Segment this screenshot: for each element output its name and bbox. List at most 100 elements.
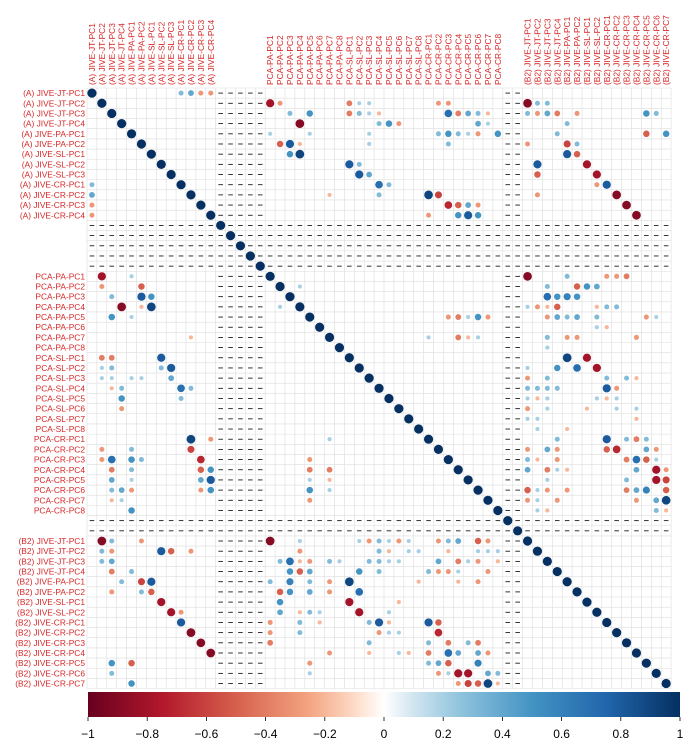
correlation-cell bbox=[604, 396, 609, 401]
correlation-cell bbox=[455, 334, 462, 341]
correlation-cell bbox=[475, 579, 481, 585]
correlation-cell bbox=[474, 537, 482, 545]
correlation-cell bbox=[495, 681, 500, 686]
correlation-cell bbox=[662, 130, 670, 138]
correlation-cell bbox=[188, 335, 194, 340]
correlation-cell bbox=[544, 110, 551, 117]
correlation-cell bbox=[475, 549, 481, 554]
correlation-cell bbox=[188, 548, 194, 554]
correlation-cell bbox=[466, 314, 471, 320]
correlation-cell bbox=[545, 396, 550, 401]
correlation-cell bbox=[297, 630, 303, 636]
correlation-cell bbox=[374, 618, 384, 627]
column-label: (B2) JIVE-CR-PC7 bbox=[661, 15, 671, 85]
correlation-cell bbox=[297, 548, 303, 554]
correlation-cell bbox=[475, 110, 481, 116]
correlation-cell bbox=[404, 414, 414, 424]
correlation-cell bbox=[594, 314, 600, 320]
correlation-cell bbox=[307, 558, 313, 564]
column-label: (B2) JIVE-JT-PC4 bbox=[552, 18, 562, 85]
correlation-cell bbox=[435, 538, 441, 544]
correlation-cell bbox=[544, 385, 550, 391]
correlation-cell bbox=[642, 486, 650, 494]
correlation-cell bbox=[464, 211, 473, 220]
correlation-cell bbox=[602, 617, 612, 628]
correlation-cell bbox=[267, 630, 273, 636]
correlation-cell bbox=[475, 335, 481, 340]
row-label: (A) JIVE-JT-PC2 bbox=[23, 98, 85, 108]
column-label: PCA-CR-PC6 bbox=[473, 33, 483, 85]
correlation-cell bbox=[474, 680, 482, 687]
correlation-cell bbox=[525, 304, 530, 309]
correlation-cell bbox=[216, 220, 226, 231]
correlation-cell bbox=[534, 110, 540, 116]
correlation-cell bbox=[503, 516, 513, 526]
correlation-cell bbox=[525, 141, 531, 147]
correlation-cell bbox=[386, 182, 392, 188]
correlation-cell bbox=[109, 589, 115, 595]
correlation-cell bbox=[634, 376, 639, 381]
correlation-cell bbox=[108, 313, 115, 321]
correlation-cell bbox=[285, 139, 295, 149]
correlation-cell bbox=[633, 334, 639, 340]
legend-tick-label: 0 bbox=[381, 727, 388, 741]
correlation-cell bbox=[624, 477, 630, 483]
correlation-cell bbox=[475, 650, 481, 656]
correlation-cell bbox=[376, 569, 382, 575]
row-labels: (A) JIVE-JT-PC1(A) JIVE-JT-PC2(A) JIVE-J… bbox=[15, 88, 85, 688]
correlation-cell bbox=[357, 101, 362, 106]
correlation-cell bbox=[474, 313, 482, 321]
correlation-cell bbox=[483, 679, 493, 688]
correlation-cell bbox=[186, 434, 196, 444]
correlation-cell bbox=[621, 638, 632, 648]
correlation-cell bbox=[148, 293, 155, 300]
correlation-cell bbox=[654, 457, 659, 462]
correlation-cell bbox=[554, 364, 561, 372]
correlation-cell bbox=[485, 538, 491, 544]
correlation-cell bbox=[198, 90, 204, 96]
correlation-cell bbox=[99, 376, 104, 381]
correlation-cell bbox=[552, 566, 562, 577]
column-label: PCA-PA-PC8 bbox=[334, 35, 344, 85]
column-label: PCA-CR-PC3 bbox=[443, 33, 453, 85]
correlation-cell bbox=[139, 376, 144, 381]
correlation-cell bbox=[542, 556, 552, 566]
correlation-cell bbox=[574, 334, 580, 340]
correlation-cell bbox=[98, 354, 105, 361]
correlation-cell bbox=[99, 283, 105, 290]
correlation-cell bbox=[455, 110, 462, 117]
correlation-cell bbox=[594, 304, 599, 309]
row-label: (B2) JIVE-JT-PC3 bbox=[18, 556, 85, 566]
correlation-cell bbox=[445, 538, 451, 544]
row-label: (B2) JIVE-PA-PC1 bbox=[17, 577, 86, 587]
correlation-cell bbox=[445, 639, 452, 646]
correlation-cell bbox=[108, 354, 115, 361]
column-label: (B2) JIVE-CR-PC1 bbox=[602, 15, 612, 85]
row-label: PCA-CR-PC3 bbox=[34, 455, 86, 465]
correlation-cell bbox=[307, 457, 313, 463]
correlation-cell bbox=[99, 365, 104, 371]
correlation-cell bbox=[525, 375, 531, 381]
correlation-cell bbox=[525, 365, 530, 371]
row-label: PCA-SL-PC1 bbox=[36, 353, 86, 363]
column-label: (A) JIVE-CR-PC2 bbox=[186, 20, 196, 85]
correlation-cell bbox=[129, 487, 135, 493]
column-label: PCA-PA-PC1 bbox=[265, 35, 275, 85]
correlation-cell bbox=[643, 110, 650, 117]
column-label: PCA-SL-PC1 bbox=[344, 35, 354, 85]
correlation-cell bbox=[295, 302, 305, 312]
legend-tick-label: −0.6 bbox=[195, 727, 219, 741]
legend-tick-label: 0.4 bbox=[494, 727, 511, 741]
correlation-cell bbox=[654, 314, 659, 320]
correlation-cell bbox=[624, 436, 630, 442]
correlation-cell bbox=[563, 150, 572, 159]
correlation-cell bbox=[493, 505, 503, 516]
correlation-cell bbox=[327, 650, 333, 656]
correlation-cell bbox=[286, 588, 294, 596]
correlation-cell bbox=[356, 568, 363, 575]
column-label: (A) JIVE-SL-PC3 bbox=[166, 21, 176, 85]
column-label: PCA-CR-PC8 bbox=[493, 33, 503, 85]
column-label: (A) JIVE-CR-PC4 bbox=[206, 20, 216, 85]
column-label: PCA-SL-PC7 bbox=[404, 35, 414, 85]
correlation-cell bbox=[317, 610, 322, 615]
